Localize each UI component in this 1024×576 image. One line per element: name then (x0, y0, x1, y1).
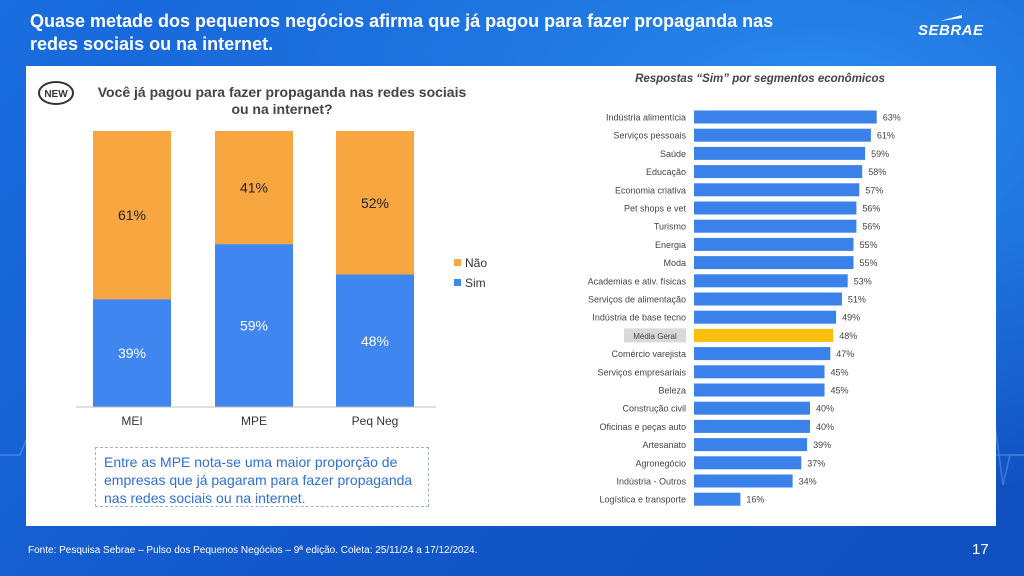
bar-segment (694, 401, 810, 415)
bar-nao-mpe (215, 131, 293, 245)
category-label: Saúde (660, 149, 686, 159)
category-label: Serviços empresariais (597, 367, 686, 377)
data-label: 53% (854, 276, 872, 286)
data-label: 63% (883, 113, 901, 123)
new-badge-label: NEW (44, 89, 68, 100)
data-label: 40% (816, 404, 834, 414)
legend-label: Não (465, 256, 487, 270)
data-label: 57% (865, 185, 883, 195)
category-label: Indústria de base tecno (592, 313, 686, 323)
bar-segment (694, 219, 857, 233)
data-label-sim: 48% (361, 333, 389, 349)
category-label: MPE (241, 414, 267, 428)
data-label: 45% (831, 367, 849, 377)
bar-segment (694, 419, 810, 433)
new-badge-icon: NEW (38, 81, 74, 105)
category-label: Comércio varejista (611, 349, 686, 359)
data-label: 55% (860, 240, 878, 250)
slide-headline: Quase metade dos pequenos negócios afirm… (30, 11, 774, 54)
bar-sim-mpe (215, 244, 293, 407)
category-label: Energia (655, 240, 686, 250)
category-label: Artesanato (642, 440, 686, 450)
category-label: Peq Neg (352, 414, 399, 428)
bar-segment (694, 274, 848, 288)
category-label: Turismo (654, 222, 686, 232)
left-chart-title: Você já pagou para fazer propaganda nas … (97, 84, 467, 117)
category-label: Oficinas e peças auto (599, 422, 686, 432)
category-label: Indústria alimentícia (606, 113, 686, 123)
sebrae-logo: SEBRAE (918, 22, 984, 39)
bar-segment (694, 474, 793, 488)
bar-segment (694, 492, 741, 506)
bar-segment (694, 256, 854, 270)
data-label: 58% (868, 167, 886, 177)
legend-label: Sim (465, 276, 486, 290)
data-label-nao: 61% (118, 207, 146, 223)
bar-nao-peq-neg (336, 131, 414, 275)
bar-segment (694, 383, 825, 397)
bar-segment (694, 110, 877, 124)
data-label: 55% (860, 258, 878, 268)
bar-segment (694, 201, 857, 215)
bar-nao-mei (93, 131, 171, 300)
data-label: 59% (871, 149, 889, 159)
bar-sim-mei (93, 299, 171, 407)
category-label: Pet shops e vet (624, 204, 687, 214)
data-label: 40% (816, 422, 834, 432)
category-label: MEI (121, 414, 142, 428)
legend-swatch (454, 279, 461, 286)
category-label: Indústria - Outros (616, 477, 686, 487)
sebrae-logo-icon (940, 15, 962, 21)
category-label: Serviços pessoais (613, 131, 686, 141)
data-label: 45% (831, 386, 849, 396)
bar-segment (694, 183, 860, 197)
data-label: 56% (862, 222, 880, 232)
highlight-label-box (624, 328, 686, 343)
right-chart-title: Respostas “Sim” por segmentos econômicos (635, 73, 885, 85)
data-label: 16% (746, 495, 764, 505)
bar-segment (694, 310, 837, 324)
bar-segment (694, 456, 802, 470)
data-label-nao: 41% (240, 180, 268, 196)
bar-segment (694, 237, 854, 251)
bar-segment (694, 165, 863, 179)
source-footer: Fonte: Pesquisa Sebrae – Pulso dos Peque… (28, 545, 478, 556)
category-label: Serviços de alimentação (588, 295, 686, 305)
data-label: 49% (842, 313, 860, 323)
bar-segment (694, 365, 825, 379)
bar-segment (694, 146, 866, 160)
bar-segment (694, 292, 842, 306)
data-label: 48% (839, 331, 857, 341)
category-label: Construção civil (622, 404, 686, 414)
legend-swatch (454, 259, 461, 266)
data-label: 39% (813, 440, 831, 450)
data-label: 37% (807, 458, 825, 468)
page-number: 17 (972, 541, 989, 558)
category-label: Educação (646, 167, 686, 177)
data-label: 61% (877, 131, 895, 141)
bar-segment (694, 347, 831, 361)
bar-media-geral (694, 328, 834, 342)
data-label-nao: 52% (361, 195, 389, 211)
bar-sim-peq-neg (336, 274, 414, 407)
category-label: Beleza (658, 386, 686, 396)
data-label: 56% (862, 204, 880, 214)
category-label: Academias e ativ. físicas (588, 276, 687, 286)
category-label: Agronegócio (635, 458, 686, 468)
category-label: Logística e transporte (599, 495, 686, 505)
category-label: Economia criativa (615, 185, 686, 195)
insight-note: Entre as MPE nota-se uma maior proporção… (95, 447, 429, 507)
data-label: 34% (799, 477, 817, 487)
bar-segment (694, 128, 871, 142)
data-label: 47% (836, 349, 854, 359)
category-label: Média Geral (633, 332, 677, 341)
data-label-sim: 59% (240, 318, 268, 334)
data-label: 51% (848, 295, 866, 305)
category-label: Moda (663, 258, 686, 268)
data-label-sim: 39% (118, 345, 146, 361)
bar-segment (694, 438, 808, 452)
